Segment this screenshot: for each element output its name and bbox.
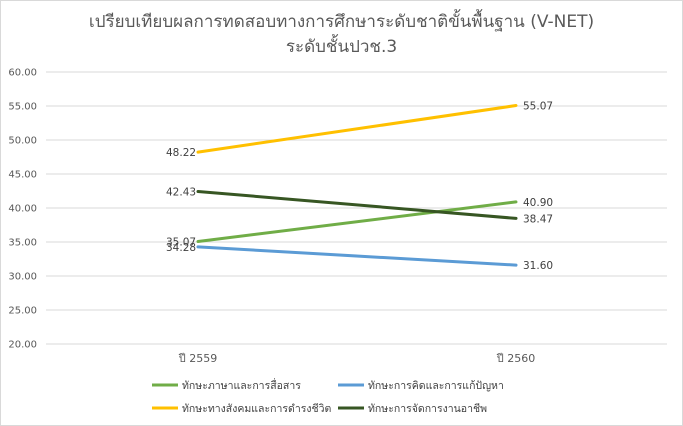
x-tick-label: ปี 2560	[496, 352, 536, 365]
y-tick-label: 55.00	[8, 102, 37, 113]
data-label: 34.28	[166, 242, 196, 254]
data-label: 48.22	[166, 147, 196, 159]
data-label: 35.07	[166, 237, 196, 249]
y-tick-label: 35.00	[8, 238, 37, 249]
series-line	[196, 189, 518, 220]
legend-label: ทักษะภาษาและการสื่อสาร	[182, 378, 301, 392]
x-tick-label: ปี 2559	[178, 352, 218, 365]
y-tick-label: 40.00	[8, 204, 37, 215]
series-line	[196, 104, 518, 154]
legend-label: ทักษะการจัดการงานอาชีพ	[368, 402, 487, 415]
chart-subtitle: ระดับชั้นปวช.3	[285, 37, 398, 57]
legend-label: ทักษะทางสังคมและการดำรงชีวิต	[182, 402, 332, 415]
legend-label: ทักษะการคิดและการแก้ปัญหา	[368, 380, 504, 392]
data-label: 42.43	[166, 186, 196, 198]
chart-title: เปรียบเทียบผลการทดสอบทางการศึกษาระดับชาต…	[88, 12, 595, 32]
data-label: 38.47	[523, 213, 553, 225]
y-tick-label: 30.00	[8, 272, 37, 283]
series-line	[196, 245, 518, 267]
data-label: 40.90	[523, 197, 553, 209]
y-tick-label: 60.00	[8, 68, 37, 79]
y-tick-label: 25.00	[8, 306, 37, 317]
data-label: 31.60	[523, 260, 553, 272]
data-label: 55.07	[523, 101, 553, 113]
series-line	[196, 200, 518, 244]
y-tick-label: 50.00	[8, 136, 37, 147]
y-tick-label: 45.00	[8, 170, 37, 181]
y-tick-label: 20.00	[8, 340, 37, 351]
